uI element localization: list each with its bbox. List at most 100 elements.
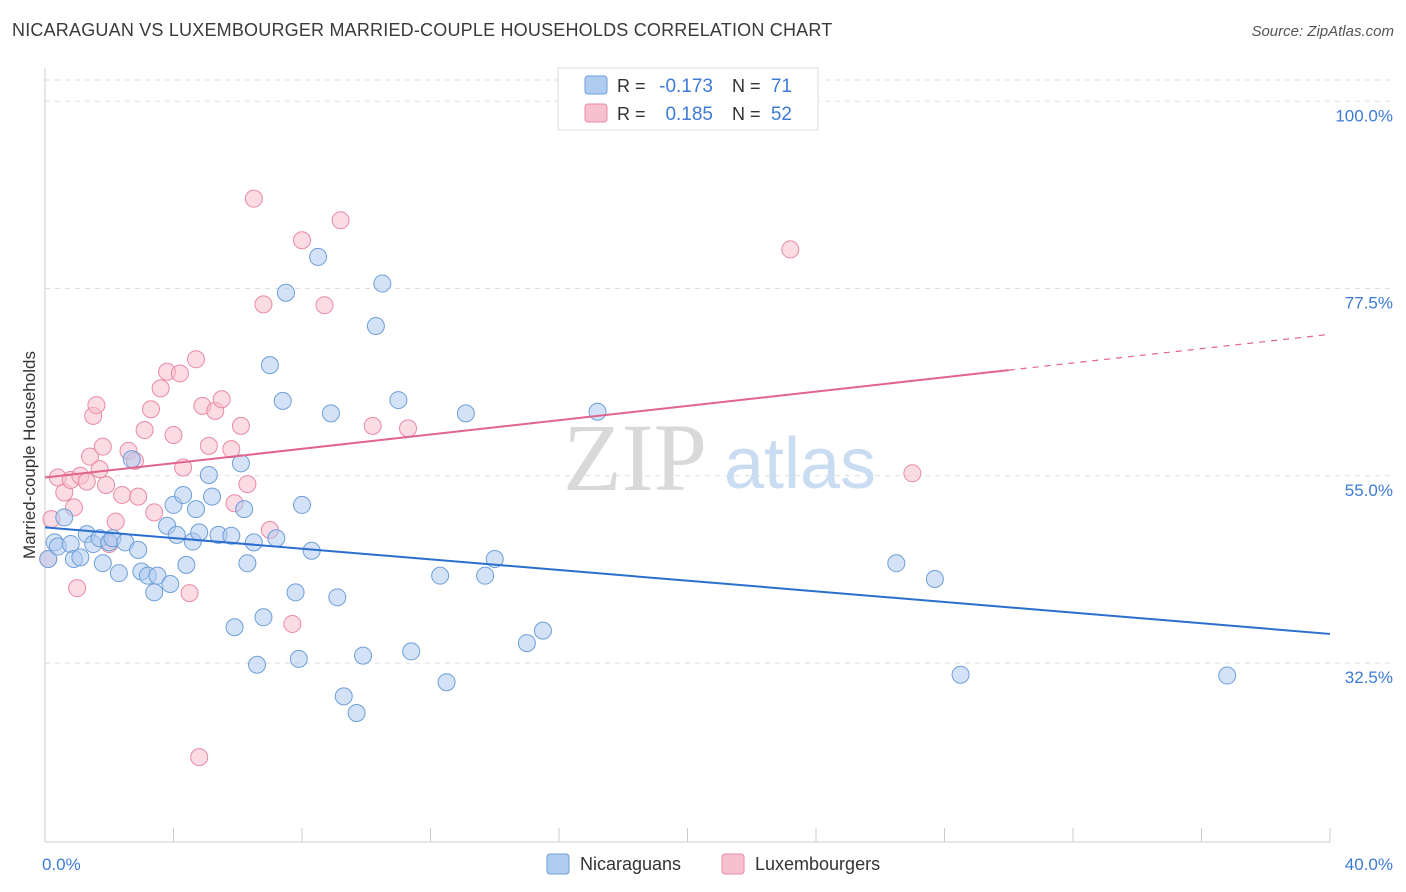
- luxembourgers-point: [399, 419, 418, 438]
- nicaraguans-point: [260, 356, 279, 375]
- nicaraguans-point: [71, 548, 90, 567]
- nicaraguans-point: [199, 465, 218, 484]
- nicaraguans-point: [235, 500, 254, 519]
- nicaraguans-point: [456, 404, 475, 423]
- luxembourgers-point: [180, 584, 199, 603]
- nicaraguans-point: [276, 283, 295, 302]
- nicaraguans-point: [267, 529, 286, 548]
- legend-bottom: Nicaraguans Luxembourgers: [546, 853, 880, 875]
- legend-bottom-luxembourgers: Luxembourgers: [755, 854, 880, 874]
- nicaraguans-point: [225, 618, 244, 637]
- luxembourgers-point: [77, 472, 96, 491]
- nicaraguans-point: [109, 564, 128, 583]
- nicaraguans-trend-line: [44, 526, 1331, 635]
- luxembourgers-point: [283, 614, 302, 633]
- nicaraguans-point: [402, 642, 421, 661]
- nicaraguans-point: [485, 550, 504, 569]
- luxembourgers-point: [331, 211, 350, 230]
- luxembourgers-point: [199, 436, 218, 455]
- grid-lines: [45, 79, 1392, 664]
- luxembourgers-point: [145, 503, 164, 522]
- nicaraguans-point: [286, 583, 305, 602]
- luxembourgers-point: [151, 379, 170, 398]
- luxembourgers-point: [129, 487, 148, 506]
- nicaraguans-point: [373, 274, 392, 293]
- nicaraguans-point: [145, 583, 164, 602]
- trend-lines: [44, 333, 1331, 635]
- legend-bottom-blue-swatch: [546, 853, 570, 875]
- nicaraguans-point: [366, 317, 385, 335]
- legend-blue-swatch: [584, 75, 608, 95]
- luxembourgers-point: [190, 748, 209, 767]
- legend-blue-n-label: N =: [732, 76, 761, 96]
- nicaraguans-point: [951, 665, 970, 684]
- luxembourgers-point: [186, 350, 205, 369]
- luxembourgers-point: [113, 485, 132, 504]
- x-tick-label-max: 40.0%: [1345, 855, 1393, 874]
- nicaraguans-point: [167, 525, 186, 544]
- nicaraguans-point: [122, 450, 141, 469]
- nicaraguans-point: [293, 495, 311, 514]
- nicaraguans-point: [533, 621, 552, 640]
- nicaraguans-point: [476, 566, 495, 585]
- nicaraguans-point: [129, 540, 148, 559]
- y-tick-label: 32.5%: [1345, 668, 1393, 687]
- luxembourgers-point: [244, 189, 263, 208]
- nicaraguans-point: [925, 570, 944, 589]
- x-tick-label-min: 0.0%: [42, 855, 81, 874]
- luxembourgers-point: [254, 295, 273, 314]
- nicaraguans-point: [55, 508, 74, 527]
- nicaraguans-point: [321, 404, 340, 423]
- luxembourgers-point: [90, 460, 109, 479]
- y-axis-label: Married-couple Households: [20, 351, 39, 559]
- nicaraguans-points: [39, 247, 1237, 722]
- source-label: Source: ZipAtlas.com: [1251, 23, 1394, 40]
- nicaraguans-point: [347, 704, 366, 722]
- nicaraguans-point: [389, 391, 408, 410]
- nicaraguans-point: [248, 655, 267, 674]
- y-tick-label: 77.5%: [1345, 294, 1393, 313]
- luxembourgers-point: [212, 390, 231, 409]
- nicaraguans-point: [177, 555, 196, 574]
- nicaraguans-point: [354, 646, 373, 665]
- nicaraguans-point: [203, 487, 222, 506]
- luxembourgers-point: [781, 240, 800, 259]
- nicaraguans-point: [289, 649, 308, 668]
- legend-blue-n-value: 71: [771, 76, 792, 97]
- nicaraguans-point: [254, 608, 273, 627]
- nicaraguans-point: [231, 454, 250, 473]
- luxembourgers-point: [231, 416, 250, 435]
- y-tick-label: 100.0%: [1335, 106, 1393, 125]
- nicaraguans-point: [588, 402, 607, 421]
- nicaraguans-point: [148, 566, 167, 585]
- legend-blue-r-label: R =: [617, 76, 646, 96]
- legend-pink-r-value: 0.185: [665, 104, 713, 125]
- luxembourgers-point: [142, 400, 161, 419]
- luxembourgers-point: [68, 579, 87, 598]
- watermark-zip: ZIP: [563, 404, 707, 511]
- luxembourgers-point: [164, 426, 183, 445]
- watermark-atlas: atlas: [724, 424, 876, 504]
- legend-top: R = -0.173 N = 71 R = 0.185 N = 52: [557, 67, 819, 131]
- nicaraguans-point: [39, 550, 58, 569]
- nicaraguans-point: [174, 485, 193, 504]
- nicaraguans-point: [222, 526, 241, 545]
- luxembourgers-point: [903, 464, 922, 483]
- luxembourgers-point: [97, 475, 116, 494]
- nicaraguans-point: [186, 500, 205, 519]
- luxembourgers-point: [87, 396, 106, 415]
- nicaraguans-point: [437, 673, 456, 692]
- legend-bottom-pink-swatch: [721, 853, 745, 875]
- chart-title: NICARAGUAN VS LUXEMBOURGER MARRIED-COUPL…: [12, 20, 833, 40]
- luxembourgers-point: [93, 437, 112, 456]
- nicaraguans-point: [273, 391, 292, 410]
- luxembourgers-trend-extension: [1008, 333, 1331, 371]
- watermark: ZIP atlas: [563, 404, 876, 511]
- luxembourgers-point: [363, 416, 382, 435]
- luxembourgers-point: [106, 512, 125, 531]
- luxembourgers-point: [80, 447, 99, 466]
- luxembourgers-points: [39, 105, 922, 767]
- nicaraguans-point: [517, 634, 536, 653]
- nicaraguans-point: [161, 575, 180, 593]
